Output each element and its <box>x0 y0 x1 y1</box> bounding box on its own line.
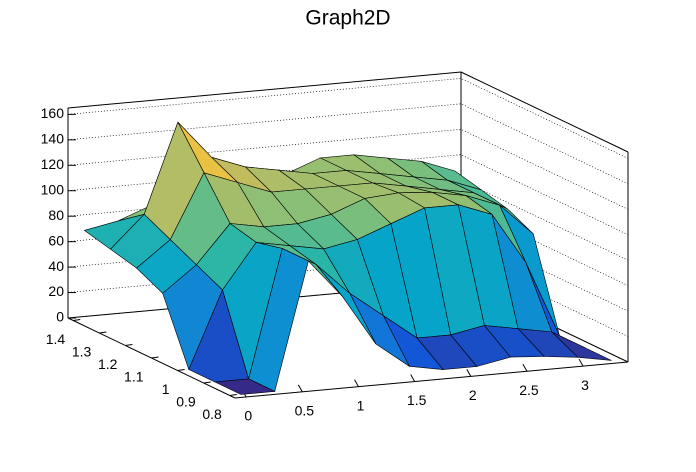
y-tick <box>177 369 185 371</box>
x-tick-label: 2.5 <box>519 382 539 398</box>
z-tick-label: 100 <box>41 181 65 197</box>
z-tick-label: 140 <box>41 131 65 147</box>
x-tick <box>410 374 416 382</box>
y-tick-label: 1.1 <box>124 369 144 385</box>
y-tick-label: 1.4 <box>46 331 66 347</box>
z-tick-label: 160 <box>41 105 65 121</box>
y-tick <box>229 394 237 396</box>
x-tick-label: 3 <box>581 377 589 393</box>
x-tick-label: 1.5 <box>407 392 427 408</box>
x-tick <box>522 364 528 372</box>
surface-cell <box>213 378 276 395</box>
x-tick-label: 0 <box>244 408 252 424</box>
box-edge <box>234 361 629 399</box>
x-tick-label: 1 <box>357 397 365 413</box>
x-tick <box>466 369 472 377</box>
z-tick-label: 60 <box>48 232 64 248</box>
z-tick-label: 20 <box>48 283 64 299</box>
y-tick <box>203 381 211 384</box>
x-tick <box>578 358 584 367</box>
x-tick <box>297 384 303 393</box>
z-tick-label: 80 <box>48 207 64 223</box>
z-tick-label: 0 <box>56 309 64 325</box>
y-tick-label: 0.9 <box>176 394 196 410</box>
x-tick-label: 0.5 <box>295 403 315 419</box>
y-tick <box>73 319 81 321</box>
y-tick <box>99 331 107 334</box>
z-tick-label: 120 <box>41 156 65 172</box>
y-tick-label: 0.8 <box>202 406 222 422</box>
box-edge <box>67 71 462 109</box>
x-tick <box>354 379 359 387</box>
box-edge <box>460 71 629 153</box>
x-tick-label: 2 <box>469 387 477 403</box>
y-tick <box>125 344 133 346</box>
y-tick <box>151 356 159 359</box>
chart-title: Graph2D <box>305 7 390 30</box>
y-tick-label: 1.2 <box>98 356 118 372</box>
y-tick-label: 1 <box>162 381 170 397</box>
z-tick-label: 40 <box>48 258 64 274</box>
y-tick-label: 1.3 <box>72 344 92 360</box>
